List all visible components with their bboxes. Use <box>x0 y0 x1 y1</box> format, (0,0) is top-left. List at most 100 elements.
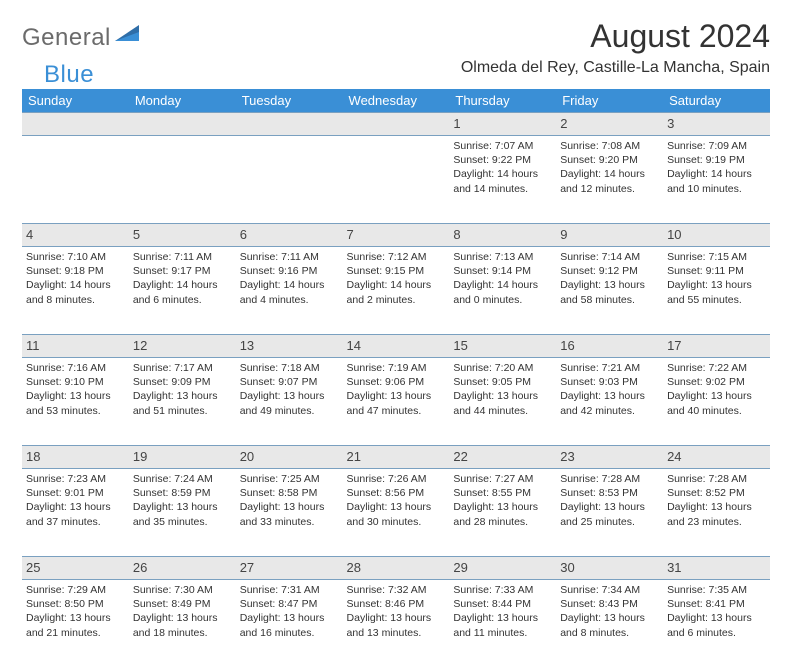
sun-info-line: Sunrise: 7:08 AM <box>560 139 659 153</box>
sun-info: Sunrise: 7:21 AMSunset: 9:03 PMDaylight:… <box>560 361 659 418</box>
sun-info-line: Daylight: 13 hours <box>560 278 659 292</box>
sun-info-line: Daylight: 14 hours <box>453 278 552 292</box>
day-number-cell: 14 <box>343 335 450 358</box>
sun-info: Sunrise: 7:30 AMSunset: 8:49 PMDaylight:… <box>133 583 232 640</box>
sun-info-line: Sunset: 8:47 PM <box>240 597 339 611</box>
sun-info-line: and 23 minutes. <box>667 515 766 529</box>
sun-info: Sunrise: 7:28 AMSunset: 8:53 PMDaylight:… <box>560 472 659 529</box>
day-number: 11 <box>26 338 40 353</box>
day-number-cell: 2 <box>556 113 663 136</box>
day-number-cell: 30 <box>556 557 663 580</box>
day-number-cell <box>236 113 343 136</box>
day-number-cell: 3 <box>663 113 770 136</box>
sun-info-line: Sunrise: 7:14 AM <box>560 250 659 264</box>
day-info-cell: Sunrise: 7:11 AMSunset: 9:17 PMDaylight:… <box>129 247 236 335</box>
day-info-cell <box>22 136 129 224</box>
sun-info-line: and 18 minutes. <box>133 626 232 640</box>
sun-info-line: and 51 minutes. <box>133 404 232 418</box>
day-number: 18 <box>26 449 40 464</box>
sun-info-line: Daylight: 14 hours <box>667 167 766 181</box>
sun-info: Sunrise: 7:22 AMSunset: 9:02 PMDaylight:… <box>667 361 766 418</box>
day-number-cell <box>343 113 450 136</box>
day-number-cell: 4 <box>22 224 129 247</box>
weekday-header: Friday <box>556 89 663 113</box>
sun-info-line: Sunrise: 7:27 AM <box>453 472 552 486</box>
day-info-row: Sunrise: 7:29 AMSunset: 8:50 PMDaylight:… <box>22 580 770 668</box>
day-number: 2 <box>560 116 567 131</box>
sun-info-line: Sunset: 8:50 PM <box>26 597 125 611</box>
day-number-cell: 7 <box>343 224 450 247</box>
day-info-row: Sunrise: 7:07 AMSunset: 9:22 PMDaylight:… <box>22 136 770 224</box>
sun-info: Sunrise: 7:27 AMSunset: 8:55 PMDaylight:… <box>453 472 552 529</box>
sun-info-line: and 25 minutes. <box>560 515 659 529</box>
sun-info: Sunrise: 7:16 AMSunset: 9:10 PMDaylight:… <box>26 361 125 418</box>
day-info-cell: Sunrise: 7:27 AMSunset: 8:55 PMDaylight:… <box>449 469 556 557</box>
sun-info-line: Sunrise: 7:26 AM <box>347 472 446 486</box>
day-number: 28 <box>347 560 361 575</box>
sun-info-line: Sunrise: 7:22 AM <box>667 361 766 375</box>
sun-info-line: Daylight: 13 hours <box>667 611 766 625</box>
sun-info-line: Sunrise: 7:21 AM <box>560 361 659 375</box>
day-info-cell: Sunrise: 7:25 AMSunset: 8:58 PMDaylight:… <box>236 469 343 557</box>
day-number: 27 <box>240 560 254 575</box>
sun-info-line: Sunrise: 7:12 AM <box>347 250 446 264</box>
day-info-cell: Sunrise: 7:10 AMSunset: 9:18 PMDaylight:… <box>22 247 129 335</box>
day-number-cell: 25 <box>22 557 129 580</box>
day-number-cell: 26 <box>129 557 236 580</box>
day-info-row: Sunrise: 7:23 AMSunset: 9:01 PMDaylight:… <box>22 469 770 557</box>
day-number: 26 <box>133 560 147 575</box>
day-number: 10 <box>667 227 681 242</box>
weekday-header: Thursday <box>449 89 556 113</box>
sun-info: Sunrise: 7:33 AMSunset: 8:44 PMDaylight:… <box>453 583 552 640</box>
sun-info-line: Sunset: 9:12 PM <box>560 264 659 278</box>
day-number-cell: 24 <box>663 446 770 469</box>
sun-info-line: Sunrise: 7:28 AM <box>560 472 659 486</box>
sun-info-line: Sunset: 9:14 PM <box>453 264 552 278</box>
sun-info-line: and 49 minutes. <box>240 404 339 418</box>
sun-info-line: and 44 minutes. <box>453 404 552 418</box>
day-info-cell: Sunrise: 7:32 AMSunset: 8:46 PMDaylight:… <box>343 580 450 668</box>
sun-info-line: and 33 minutes. <box>240 515 339 529</box>
day-number-cell: 12 <box>129 335 236 358</box>
day-info-cell: Sunrise: 7:09 AMSunset: 9:19 PMDaylight:… <box>663 136 770 224</box>
sun-info: Sunrise: 7:29 AMSunset: 8:50 PMDaylight:… <box>26 583 125 640</box>
sun-info: Sunrise: 7:12 AMSunset: 9:15 PMDaylight:… <box>347 250 446 307</box>
sun-info-line: Daylight: 13 hours <box>133 500 232 514</box>
sun-info-line: Sunset: 9:01 PM <box>26 486 125 500</box>
sun-info: Sunrise: 7:25 AMSunset: 8:58 PMDaylight:… <box>240 472 339 529</box>
day-info-cell: Sunrise: 7:23 AMSunset: 9:01 PMDaylight:… <box>22 469 129 557</box>
day-info-cell: Sunrise: 7:20 AMSunset: 9:05 PMDaylight:… <box>449 358 556 446</box>
sun-info-line: Sunset: 8:59 PM <box>133 486 232 500</box>
sun-info-line: Sunrise: 7:24 AM <box>133 472 232 486</box>
day-info-cell: Sunrise: 7:28 AMSunset: 8:52 PMDaylight:… <box>663 469 770 557</box>
day-number-cell: 20 <box>236 446 343 469</box>
sun-info-line: Sunrise: 7:20 AM <box>453 361 552 375</box>
sun-info: Sunrise: 7:11 AMSunset: 9:17 PMDaylight:… <box>133 250 232 307</box>
calendar-table: SundayMondayTuesdayWednesdayThursdayFrid… <box>22 89 770 668</box>
weekday-header: Wednesday <box>343 89 450 113</box>
sun-info-line: Sunrise: 7:11 AM <box>240 250 339 264</box>
day-number: 19 <box>133 449 147 464</box>
day-info-cell: Sunrise: 7:16 AMSunset: 9:10 PMDaylight:… <box>22 358 129 446</box>
day-number: 3 <box>667 116 674 131</box>
sun-info-line: Sunrise: 7:13 AM <box>453 250 552 264</box>
day-number-cell: 5 <box>129 224 236 247</box>
day-number-cell: 29 <box>449 557 556 580</box>
day-number: 12 <box>133 338 147 353</box>
sun-info-line: Sunset: 9:11 PM <box>667 264 766 278</box>
sun-info-line: Sunrise: 7:09 AM <box>667 139 766 153</box>
sun-info: Sunrise: 7:10 AMSunset: 9:18 PMDaylight:… <box>26 250 125 307</box>
sun-info: Sunrise: 7:31 AMSunset: 8:47 PMDaylight:… <box>240 583 339 640</box>
sun-info-line: Sunset: 9:06 PM <box>347 375 446 389</box>
sun-info-line: and 4 minutes. <box>240 293 339 307</box>
sun-info-line: Daylight: 14 hours <box>26 278 125 292</box>
sun-info-line: Daylight: 13 hours <box>240 611 339 625</box>
month-title: August 2024 <box>461 18 770 55</box>
day-number: 31 <box>667 560 681 575</box>
sun-info: Sunrise: 7:20 AMSunset: 9:05 PMDaylight:… <box>453 361 552 418</box>
sun-info-line: Sunset: 9:10 PM <box>26 375 125 389</box>
sun-info-line: and 13 minutes. <box>347 626 446 640</box>
sun-info-line: Daylight: 13 hours <box>667 500 766 514</box>
sun-info-line: and 40 minutes. <box>667 404 766 418</box>
day-info-cell: Sunrise: 7:15 AMSunset: 9:11 PMDaylight:… <box>663 247 770 335</box>
